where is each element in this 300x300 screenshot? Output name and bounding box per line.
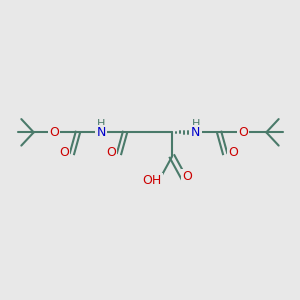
Text: N: N xyxy=(97,126,106,139)
Text: O: O xyxy=(182,170,192,183)
Text: OH: OH xyxy=(142,174,162,187)
Text: H: H xyxy=(97,119,106,129)
Text: O: O xyxy=(106,146,116,159)
Text: O: O xyxy=(238,126,248,139)
Text: O: O xyxy=(59,146,69,159)
Text: H: H xyxy=(191,119,200,129)
Text: O: O xyxy=(50,126,59,139)
Text: N: N xyxy=(191,126,200,139)
Text: O: O xyxy=(228,146,238,159)
